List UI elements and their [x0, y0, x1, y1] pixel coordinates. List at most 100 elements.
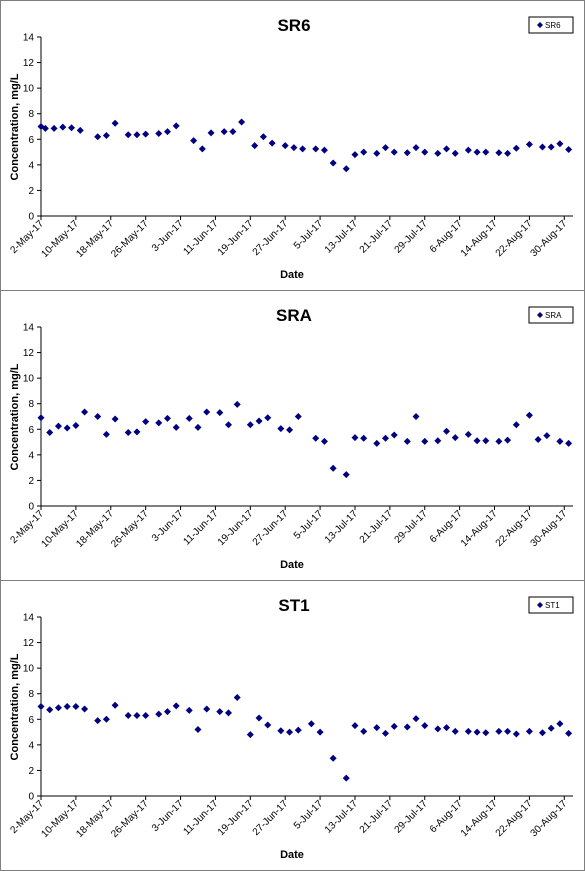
- data-point: [556, 720, 564, 728]
- data-point: [373, 439, 381, 447]
- chart-svg: ST1024681012142-May-1710-May-1718-May-17…: [8, 596, 574, 861]
- chart-svg: SRA024681012142-May-1710-May-1718-May-17…: [8, 306, 574, 571]
- x-tick-label: 26-May-17: [109, 508, 151, 550]
- data-point: [473, 728, 481, 736]
- data-point: [504, 727, 512, 735]
- data-point: [50, 124, 58, 132]
- data-point: [565, 439, 573, 447]
- data-point: [54, 704, 62, 712]
- data-point: [390, 431, 398, 439]
- data-point: [316, 728, 324, 736]
- x-tick-label: 29-Jul-17: [393, 508, 431, 546]
- data-point: [381, 144, 389, 152]
- y-tick-label: 8: [28, 689, 34, 700]
- data-point: [294, 726, 302, 734]
- data-point: [504, 149, 512, 157]
- x-tick-label: 3-Jun-17: [150, 508, 186, 544]
- data-point: [373, 724, 381, 732]
- data-point: [259, 133, 267, 141]
- data-point: [403, 149, 411, 157]
- data-point: [185, 414, 193, 422]
- data-point: [565, 729, 573, 737]
- data-point: [443, 724, 451, 732]
- data-point: [320, 437, 328, 445]
- data-point: [556, 437, 564, 445]
- data-point: [41, 124, 49, 132]
- x-axis-title: Date: [280, 849, 304, 861]
- x-tick-label: 22-Aug-17: [494, 218, 535, 259]
- x-tick-label: 30-Aug-17: [529, 218, 570, 259]
- data-point: [525, 411, 533, 419]
- data-point: [473, 437, 481, 445]
- x-tick-label: 3-Jun-17: [150, 218, 186, 254]
- data-point: [565, 146, 573, 154]
- data-point: [451, 434, 459, 442]
- data-point: [124, 131, 132, 139]
- data-point: [464, 430, 472, 438]
- data-point: [155, 710, 163, 718]
- data-point: [360, 148, 368, 156]
- x-tick-label: 29-Jul-17: [393, 798, 431, 836]
- data-point: [403, 723, 411, 731]
- data-point: [556, 140, 564, 148]
- data-point: [251, 142, 259, 150]
- data-point: [163, 414, 171, 422]
- data-point: [142, 418, 150, 426]
- legend-marker: [537, 22, 543, 28]
- x-tick-label: 22-Aug-17: [494, 508, 535, 549]
- data-point: [268, 139, 276, 147]
- legend-label: SRA: [545, 311, 562, 320]
- data-point: [381, 434, 389, 442]
- data-point: [512, 144, 520, 152]
- x-tick-label: 11-Jun-17: [181, 218, 220, 257]
- data-point: [482, 148, 490, 156]
- data-point: [94, 717, 102, 725]
- data-point: [163, 708, 171, 716]
- x-tick-label: 19-Jun-17: [216, 508, 256, 548]
- data-point: [124, 428, 132, 436]
- data-point: [264, 414, 272, 422]
- x-tick-label: 30-Aug-17: [529, 798, 570, 839]
- data-point: [504, 436, 512, 444]
- data-point: [329, 464, 337, 472]
- legend-label: SR6: [545, 21, 561, 30]
- data-point: [525, 727, 533, 735]
- data-point: [111, 119, 119, 127]
- data-point: [390, 722, 398, 730]
- legend-label: ST1: [545, 601, 560, 610]
- data-point: [72, 421, 80, 429]
- data-point: [255, 417, 263, 425]
- data-point: [111, 701, 119, 709]
- data-point: [142, 711, 150, 719]
- data-point: [443, 145, 451, 153]
- data-point: [102, 430, 110, 438]
- data-point: [133, 711, 141, 719]
- data-point: [102, 715, 110, 723]
- y-tick-label: 10: [23, 374, 35, 385]
- x-tick-label: 26-May-17: [109, 798, 151, 840]
- y-tick-label: 12: [23, 348, 35, 359]
- data-point: [381, 729, 389, 737]
- x-tick-label: 13-Jul-17: [323, 508, 361, 546]
- y-axis-title: Concentration, mg/L: [9, 73, 21, 180]
- y-tick-label: 14: [23, 613, 35, 624]
- y-tick-label: 4: [28, 740, 34, 751]
- data-point: [443, 427, 451, 435]
- data-point: [286, 426, 294, 434]
- x-tick-label: 13-Jul-17: [323, 798, 361, 836]
- data-point: [464, 727, 472, 735]
- data-point: [63, 424, 71, 432]
- data-point: [281, 142, 289, 150]
- data-point: [525, 140, 533, 148]
- chart-panel-sra: SRA 0 2 4 6 8 10 12 14 2-May-17 10-May-17 18-May-17…: [0, 290, 585, 581]
- data-point: [512, 421, 520, 429]
- data-point: [412, 413, 420, 420]
- data-point: [360, 434, 368, 442]
- data-point: [133, 428, 141, 436]
- chart-title: SRA: [276, 306, 312, 325]
- data-point: [434, 149, 442, 157]
- data-point: [155, 419, 163, 427]
- data-point: [198, 145, 206, 153]
- data-point: [68, 124, 76, 132]
- data-point: [434, 725, 442, 733]
